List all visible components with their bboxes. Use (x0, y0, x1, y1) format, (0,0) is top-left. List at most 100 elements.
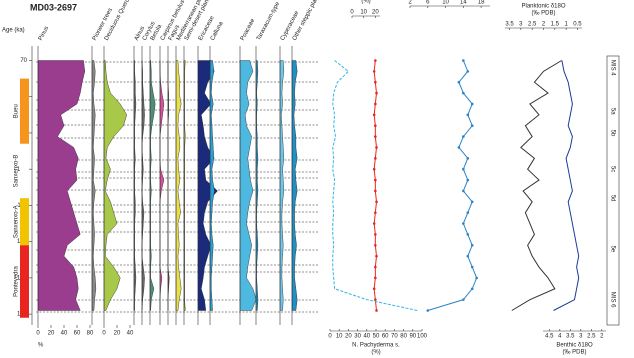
data-point (462, 59, 465, 62)
series-line (511, 60, 562, 311)
x-tick-label: 10 (442, 0, 449, 6)
data-point (374, 59, 377, 62)
panel-title: N. Pachyderma s. (352, 343, 400, 349)
x-tick-label: 10 (360, 10, 367, 16)
x-tick-label: 3 (519, 22, 523, 28)
x-tick-label: 60 (382, 334, 389, 340)
zone-label: Sanxenxo-A (14, 205, 20, 238)
x-tick-label: 14 (460, 0, 467, 6)
pollen-area (209, 60, 215, 311)
data-point (466, 178, 470, 182)
data-point (466, 233, 470, 236)
data-point (375, 146, 378, 149)
data-point (374, 178, 377, 182)
zone-label: Pontevedra (14, 266, 20, 297)
data-point (466, 211, 470, 214)
panel-unit: (‰ PDB) (563, 350, 587, 356)
series-line (332, 60, 418, 311)
panel-unit: (‰ PDB) (532, 11, 556, 17)
data-point (372, 222, 376, 225)
stage-label: MIS 4 (609, 60, 615, 76)
x-tick-label: 2 (542, 22, 546, 28)
pollen-area (279, 60, 285, 311)
x-tick-label: 4 (558, 334, 562, 340)
x-tick-label: 100 (417, 334, 428, 340)
data-point (466, 113, 470, 117)
stage-label: 5e (609, 246, 615, 253)
data-point (470, 243, 474, 247)
x-tick-label: 20 (372, 10, 379, 16)
x-tick-label: 0 (350, 10, 354, 16)
zone-bar (20, 198, 29, 246)
x-tick-label: 18 (478, 0, 485, 6)
pollen-tick-label: 20 (48, 331, 55, 337)
pollen-tick-label: 20 (114, 331, 121, 337)
data-point (462, 222, 465, 225)
data-point (374, 135, 377, 138)
pollen-tick-label: 0 (102, 331, 106, 337)
data-point (462, 298, 465, 301)
data-point (374, 298, 377, 301)
data-point (372, 70, 376, 73)
zone-label: Sanxenxo-B (14, 155, 20, 188)
panel-title: Benthic δ18O (556, 343, 593, 349)
stage-label: 5a (609, 108, 615, 115)
taxon-label: Other steppic plants (292, 0, 322, 42)
data-point (374, 102, 377, 106)
zone-bar (20, 143, 29, 199)
data-point (470, 265, 474, 269)
age-tick-label: 70 (20, 58, 27, 64)
data-point (466, 70, 470, 73)
pollen-area (133, 60, 137, 311)
x-tick-label: 2 (600, 334, 604, 340)
pollen-area (291, 60, 298, 311)
pollen-area (141, 60, 145, 311)
zone-label: Bueu (14, 104, 20, 118)
pollen-tick-label: 40 (127, 331, 134, 337)
x-tick-label: 40 (363, 334, 370, 340)
pollen-tick-label: 60 (74, 331, 81, 337)
data-point (372, 167, 376, 171)
age-label: Age (ka) (2, 28, 25, 34)
stage-strip (606, 55, 620, 326)
pollen-area (37, 60, 86, 311)
x-tick-label: 70 (391, 334, 398, 340)
data-point (470, 200, 474, 204)
data-point (374, 211, 377, 214)
data-point (462, 189, 465, 193)
series-line (553, 60, 580, 311)
zone-bar (20, 245, 29, 318)
pollen-area (103, 60, 127, 311)
data-point (470, 124, 474, 128)
pollen-area (175, 60, 182, 311)
taxon-label: Pinus (38, 26, 50, 42)
data-point (374, 157, 377, 160)
data-point (475, 276, 478, 280)
pollen-tick-label: 80 (87, 331, 94, 337)
data-point (375, 91, 378, 95)
x-tick-label: 80 (400, 334, 407, 340)
x-tick-label: 3 (579, 334, 583, 340)
zone-bar (20, 78, 29, 144)
data-point (457, 80, 461, 84)
x-tick-label: 4.5 (545, 334, 554, 340)
x-tick-label: 0.5 (573, 22, 582, 28)
data-point (375, 254, 378, 258)
x-tick-label: 2 (408, 0, 412, 6)
pollen-tick-label: 0 (36, 331, 40, 337)
data-point (372, 287, 376, 291)
data-point (375, 309, 378, 312)
pollen-tick-label: 40 (61, 331, 68, 337)
x-tick-label: 90 (409, 334, 416, 340)
data-point (374, 124, 377, 128)
data-point (375, 200, 378, 204)
data-point (457, 146, 461, 149)
stage-label: 5d (609, 195, 615, 202)
data-point (374, 265, 377, 269)
x-tick-label: 30 (354, 334, 361, 340)
data-point (372, 113, 376, 117)
data-point (466, 254, 470, 258)
stage-label: MIS 6 (609, 292, 615, 308)
x-tick-label: 1.5 (551, 22, 560, 28)
data-point (374, 276, 377, 280)
